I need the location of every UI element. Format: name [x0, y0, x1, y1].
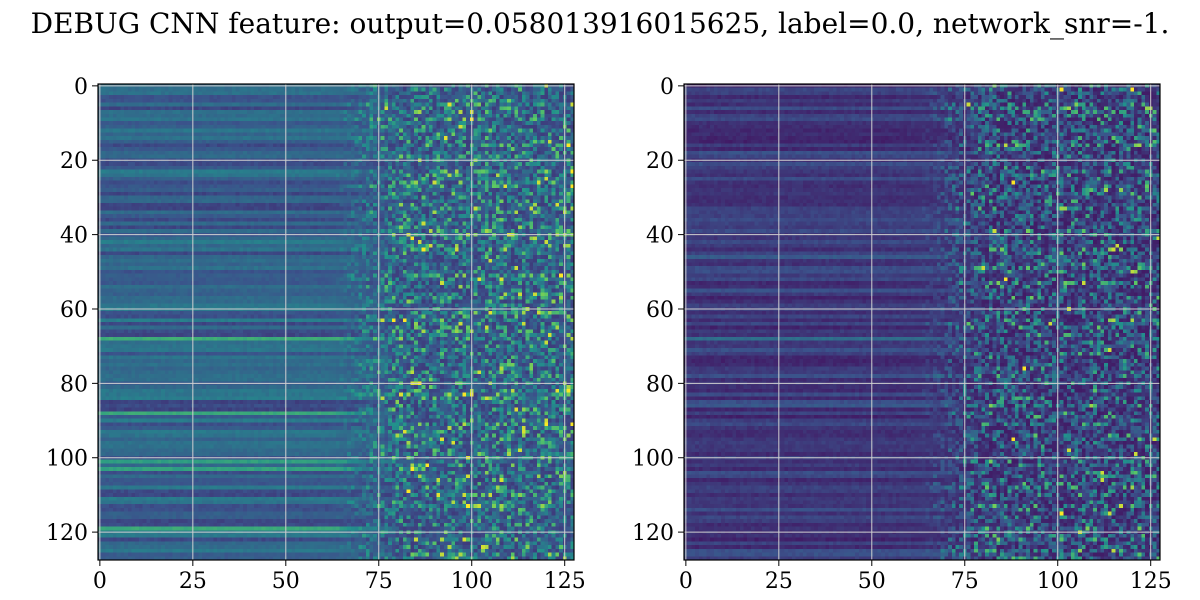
y-tick-label: 40 — [60, 224, 88, 249]
x-tick-label: 125 — [1130, 569, 1172, 594]
y-tick-label: 60 — [646, 298, 674, 323]
x-tick-label: 75 — [365, 569, 393, 594]
y-tick-label: 80 — [646, 372, 674, 397]
y-tick-label: 100 — [632, 447, 674, 472]
x-tick-label: 125 — [544, 569, 586, 594]
axes-frame — [97, 83, 575, 561]
y-tick-label: 100 — [46, 447, 88, 472]
axes-frame — [683, 83, 1161, 561]
x-tick-label: 0 — [93, 569, 107, 594]
x-tick-label: 50 — [858, 569, 886, 594]
y-tick-label: 0 — [660, 75, 674, 100]
y-tick-label: 20 — [646, 149, 674, 174]
x-tick-label: 100 — [451, 569, 493, 594]
y-tick-label: 120 — [632, 521, 674, 546]
x-tick-label: 25 — [765, 569, 793, 594]
heatmap-panel-right: 0 25 50 75 100 125 0 20 40 60 80 100 120 — [632, 75, 1172, 594]
y-tick-label: 20 — [60, 149, 88, 174]
x-tick-label: 75 — [951, 569, 979, 594]
x-tick-label: 100 — [1037, 569, 1079, 594]
y-tick-label: 120 — [46, 521, 88, 546]
y-tick-label: 40 — [646, 224, 674, 249]
x-tick-label: 25 — [179, 569, 207, 594]
heatmap-image — [684, 84, 1160, 560]
figure-title: DEBUG CNN feature: output=0.058013916015… — [30, 7, 1170, 40]
heatmap-image — [98, 84, 574, 560]
x-tick-label: 0 — [679, 569, 693, 594]
y-tick-label: 60 — [60, 298, 88, 323]
y-tick-label: 0 — [74, 75, 88, 100]
y-tick-label: 80 — [60, 372, 88, 397]
heatmap-panel-left: 0 25 50 75 100 125 0 20 40 60 80 100 120 — [46, 75, 586, 594]
x-tick-label: 50 — [272, 569, 300, 594]
